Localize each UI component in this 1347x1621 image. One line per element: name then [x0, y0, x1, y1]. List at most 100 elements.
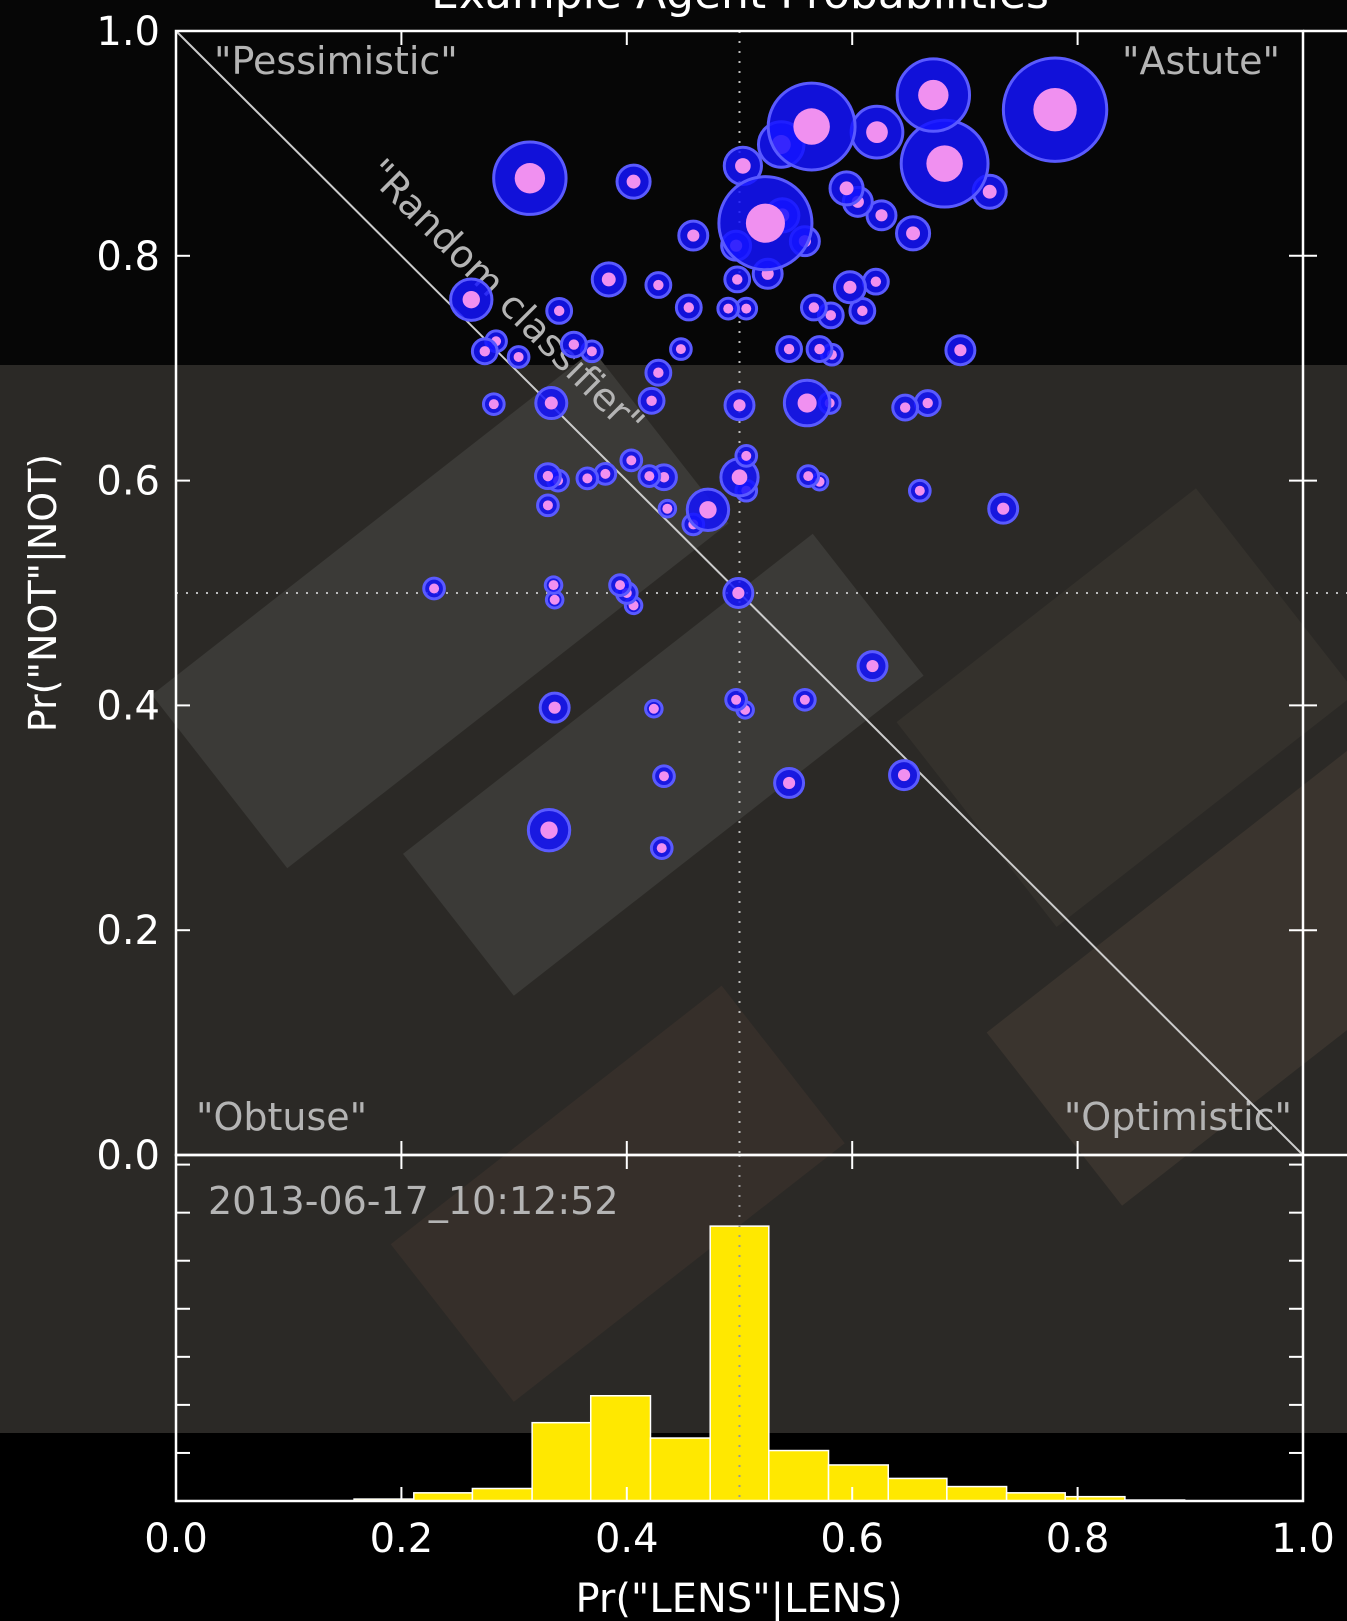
point-core: [615, 580, 626, 591]
point-core: [906, 226, 921, 241]
histogram-bar: [827, 1464, 890, 1502]
annotation: 2013-06-17_10:12:52: [208, 1179, 619, 1223]
point-core: [897, 769, 911, 782]
point-core: [723, 303, 734, 314]
y-tick-label: 0.0: [96, 1133, 160, 1179]
point-core: [741, 303, 752, 314]
point-core: [731, 694, 742, 705]
x-tick-label: 0.8: [1046, 1516, 1110, 1562]
histogram-bar: [887, 1477, 948, 1502]
x-tick-label: 0.0: [144, 1516, 208, 1562]
point-core: [488, 399, 499, 410]
point-core: [731, 469, 748, 486]
annotation: "Astute": [1122, 39, 1280, 83]
point-core: [839, 181, 854, 196]
point-core: [918, 79, 949, 111]
point-core: [783, 343, 795, 355]
point-core: [662, 503, 673, 514]
y-tick-label: 0.4: [96, 683, 160, 729]
point-core: [658, 771, 669, 782]
histogram-bar: [531, 1421, 592, 1502]
x-tick-label: 1.0: [1271, 1516, 1335, 1562]
point-core: [683, 302, 694, 313]
point-core: [741, 450, 752, 461]
point-core: [866, 659, 879, 673]
point-core: [732, 586, 745, 600]
point-core: [875, 209, 888, 222]
point-core: [745, 203, 785, 243]
point-core: [922, 397, 933, 409]
axes-frame: [174, 1153, 1305, 1503]
point-core: [600, 468, 611, 479]
point-core: [586, 346, 597, 357]
point-core: [544, 396, 558, 410]
histogram-bar: [946, 1485, 1008, 1502]
annotation: "Pessimistic": [214, 39, 458, 83]
point-core: [803, 471, 814, 482]
point-core: [799, 694, 810, 705]
point-core: [644, 471, 655, 482]
point-core: [735, 158, 751, 174]
point-core: [513, 351, 524, 362]
point-core: [429, 583, 440, 594]
point-core: [1033, 87, 1077, 132]
point-core: [870, 276, 882, 287]
point-core: [825, 310, 836, 321]
x-tick-label: 0.6: [820, 1516, 884, 1562]
point-core: [699, 501, 717, 519]
point-core: [656, 843, 667, 854]
y-axis-label: Pr("NOT"|NOT): [21, 454, 66, 732]
histogram-bar: [471, 1487, 533, 1502]
annotation: "Obtuse": [196, 1095, 367, 1139]
point-core: [601, 272, 616, 287]
point-core: [843, 280, 857, 294]
point-core: [899, 402, 911, 413]
y-tick-label: 0.2: [96, 908, 160, 954]
x-tick-label: 0.2: [370, 1516, 434, 1562]
point-core: [462, 290, 480, 309]
point-core: [542, 500, 553, 511]
point-core: [553, 305, 565, 317]
point-core: [982, 184, 997, 199]
y-tick-label: 0.8: [96, 234, 160, 280]
histogram-bar: [709, 1225, 770, 1502]
point-core: [514, 163, 546, 194]
point-core: [866, 121, 888, 144]
point-core: [997, 502, 1010, 515]
point-core: [954, 344, 967, 357]
point-core: [797, 393, 817, 413]
point-core: [540, 821, 558, 839]
point-core: [808, 302, 820, 313]
point-core: [653, 279, 664, 291]
point-core: [675, 344, 686, 355]
point-core: [548, 580, 559, 591]
point-core: [926, 145, 963, 182]
point-core: [479, 346, 491, 357]
point-core: [687, 229, 700, 242]
point-core: [542, 470, 554, 482]
point-core: [568, 339, 580, 350]
point-core: [582, 473, 593, 484]
point-core: [653, 367, 664, 378]
annotation: "Optimistic": [1064, 1095, 1292, 1139]
x-tick-label: 0.4: [595, 1516, 659, 1562]
point-core: [646, 395, 657, 407]
point-core: [626, 455, 637, 466]
histogram-bar: [649, 1437, 711, 1502]
point-core: [548, 701, 561, 714]
point-core: [857, 305, 868, 317]
point-core: [783, 776, 796, 790]
point-core: [914, 485, 925, 496]
x-axis-label: Pr("LENS"|LENS): [575, 1576, 902, 1621]
point-core: [658, 472, 670, 483]
point-core: [793, 108, 830, 145]
point-core: [733, 399, 746, 412]
y-tick-label: 0.6: [96, 459, 160, 505]
chart-title: Example Agent Probabilities: [431, 0, 1049, 19]
point-core: [732, 274, 743, 285]
histogram-bar: [768, 1449, 830, 1502]
point-core: [814, 343, 825, 355]
point-core: [626, 174, 641, 189]
